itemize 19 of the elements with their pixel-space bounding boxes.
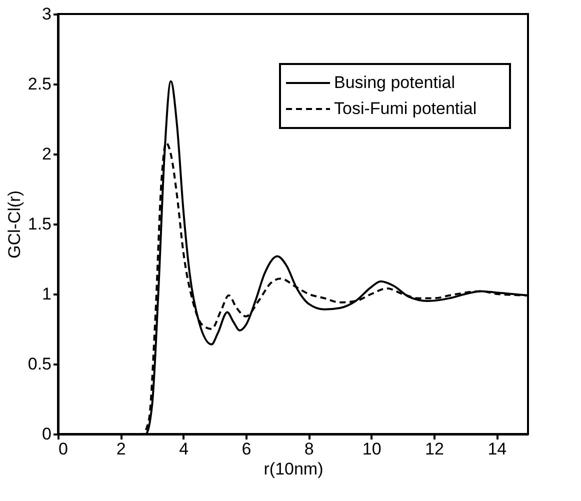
y-tick-label: 3	[42, 4, 52, 24]
legend-label: Busing potential	[334, 73, 455, 92]
legend-label: Tosi-Fumi potential	[334, 99, 477, 118]
y-tick-label: 1	[42, 284, 52, 304]
y-tick-label: 2	[42, 144, 52, 164]
x-tick-label: 4	[179, 440, 189, 458]
x-tick-label: 0	[58, 440, 68, 458]
y-tick-label: 0	[42, 424, 52, 444]
x-tick-label: 8	[304, 440, 314, 458]
y-axis-title: GCl-Cl(r)	[4, 190, 24, 258]
y-tick-label: 2.5	[28, 74, 52, 94]
x-tick-label: 10	[362, 440, 382, 458]
x-tick-label: 12	[425, 440, 444, 458]
y-tick-label: 0.5	[28, 354, 52, 374]
x-tick-label: 2	[116, 440, 126, 458]
x-tick-label: 6	[242, 440, 252, 458]
x-tick-label: 14	[488, 440, 507, 458]
y-tick-label: 1.5	[28, 214, 52, 234]
x-axis-title: r(10nm)	[264, 460, 324, 478]
